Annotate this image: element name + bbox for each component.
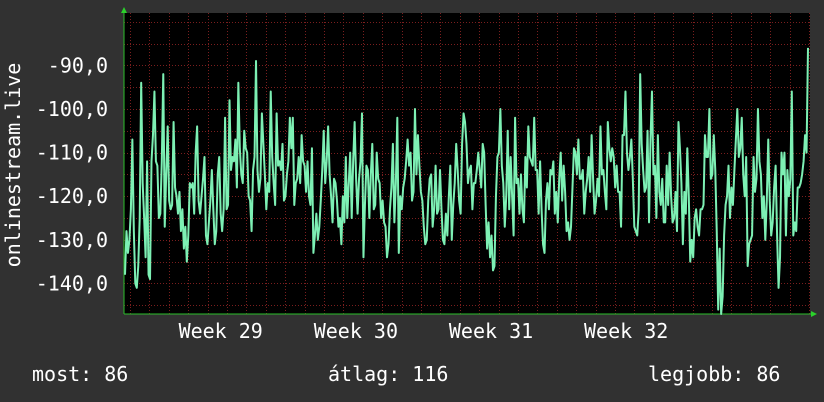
current-value: most: 86 — [32, 362, 129, 386]
x-tick-label: Week 29 — [179, 319, 263, 343]
y-axis-label: onlinestream.live — [1, 63, 25, 268]
y-tick-label: -110,0 — [36, 141, 108, 165]
y-tick-label: -130,0 — [36, 228, 108, 252]
average-value: átlag: 116 — [328, 362, 449, 386]
x-tick-label: Week 30 — [314, 319, 398, 343]
x-axis-arrow-icon — [811, 311, 817, 317]
best-value: legjobb: 86 — [648, 362, 781, 386]
x-tick-label: Week 31 — [449, 319, 533, 343]
y-tick-labels: -90,0 -100,0 -110,0 -120,0 -130,0 -140,0 — [36, 53, 108, 295]
y-tick-label: -100,0 — [36, 97, 108, 121]
y-tick-label: -140,0 — [36, 271, 108, 295]
axes — [121, 7, 817, 317]
x-tick-labels: Week 29 Week 30 Week 31 Week 32 — [179, 319, 669, 343]
y-axis-arrow-icon — [121, 7, 127, 13]
x-tick-label: Week 32 — [584, 319, 668, 343]
y-tick-label: -120,0 — [36, 184, 108, 208]
y-tick-label: -90,0 — [48, 53, 108, 77]
series-line — [124, 47, 809, 315]
grid-lines — [124, 13, 810, 314]
